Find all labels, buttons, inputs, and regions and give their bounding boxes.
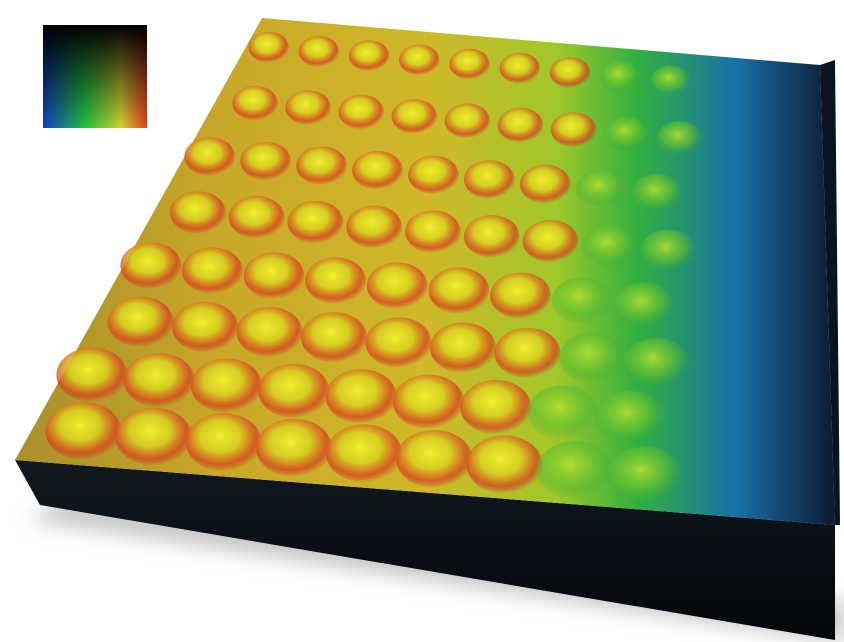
bump (499, 52, 540, 84)
bump (575, 169, 627, 209)
bump (460, 379, 532, 435)
bump (301, 312, 368, 363)
bump (463, 215, 520, 258)
bump (172, 301, 239, 353)
bump (463, 160, 515, 199)
bump (107, 296, 174, 348)
bump (258, 363, 330, 419)
bump (466, 435, 543, 494)
bump (232, 85, 278, 121)
bump (326, 424, 403, 483)
bump (430, 322, 497, 373)
bump (623, 338, 690, 389)
bump (338, 94, 384, 130)
front-face (15, 460, 835, 640)
bump (399, 44, 440, 76)
bump (522, 219, 579, 263)
bump (640, 229, 696, 273)
bump (228, 196, 285, 239)
bump (494, 327, 561, 379)
bump (287, 200, 344, 244)
bump (408, 155, 459, 195)
bump (594, 390, 666, 446)
bump (45, 402, 122, 461)
bump (348, 40, 390, 72)
bump (169, 191, 226, 234)
bump (285, 90, 331, 126)
bump (243, 252, 305, 299)
bump (536, 441, 613, 500)
bump (185, 413, 262, 472)
bump (115, 407, 192, 466)
bump (56, 347, 128, 403)
bump (581, 224, 638, 268)
bump (519, 164, 571, 204)
bump (428, 267, 490, 314)
bump (255, 418, 333, 478)
bump (606, 446, 683, 505)
bump (551, 277, 613, 324)
bump (490, 272, 551, 319)
bump (391, 99, 438, 134)
bump (392, 374, 465, 429)
bump (631, 173, 683, 213)
bump (603, 116, 650, 152)
bump (296, 146, 347, 186)
bump (549, 57, 591, 88)
bump (405, 210, 461, 254)
bump (656, 121, 703, 156)
bump (396, 429, 473, 489)
bump (184, 137, 236, 176)
bump (599, 61, 641, 93)
bump (120, 242, 182, 289)
bump-field (45, 31, 703, 505)
bump (527, 385, 599, 440)
bump (346, 205, 403, 249)
bump (366, 262, 428, 309)
bump (444, 103, 491, 139)
bump (325, 369, 397, 424)
bump (497, 107, 544, 143)
bump (650, 65, 691, 97)
bump (298, 36, 340, 67)
bump (305, 257, 367, 304)
bump (352, 150, 403, 190)
color-legend-shade (43, 25, 147, 128)
bump (240, 141, 291, 181)
bump (248, 31, 289, 63)
bump (613, 282, 675, 329)
bump (558, 332, 625, 384)
bump (449, 48, 490, 80)
bump (190, 358, 263, 413)
bump (236, 306, 303, 358)
bump (181, 247, 243, 294)
bump (550, 112, 597, 148)
bump (365, 317, 432, 368)
right-face (820, 60, 840, 525)
bump (123, 353, 195, 408)
